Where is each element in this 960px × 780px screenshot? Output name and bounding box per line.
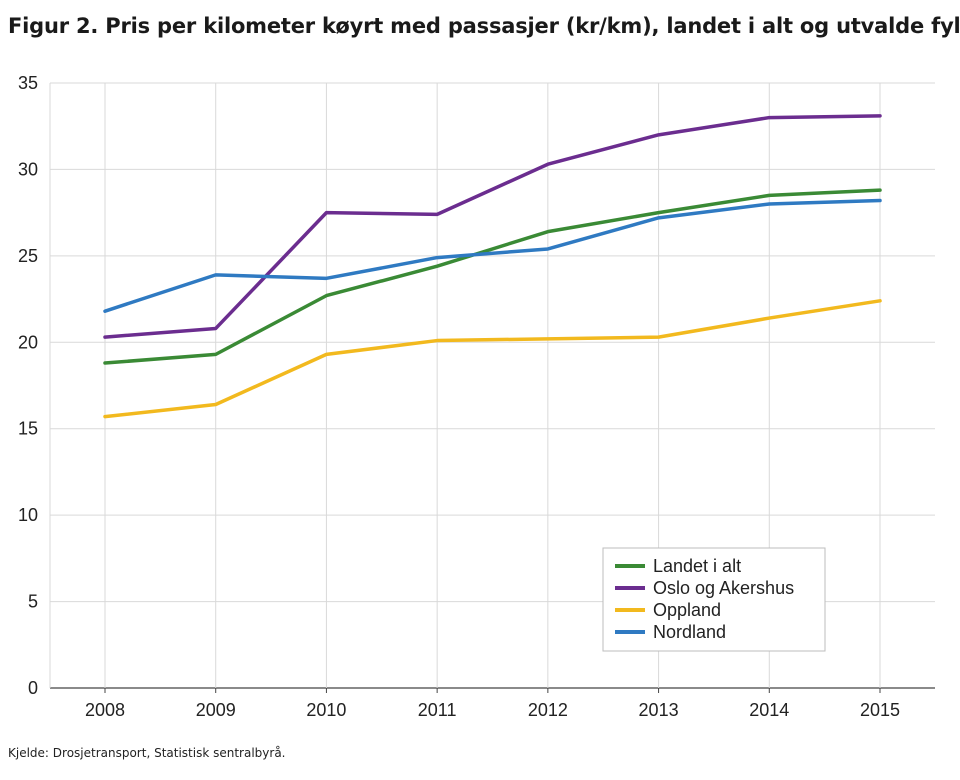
x-tick-label: 2015 bbox=[860, 700, 900, 720]
legend-label: Landet i alt bbox=[653, 556, 741, 576]
y-tick-label: 10 bbox=[18, 505, 38, 525]
x-tick-label: 2010 bbox=[306, 700, 346, 720]
legend-label: Nordland bbox=[653, 622, 726, 642]
x-tick-label: 2013 bbox=[639, 700, 679, 720]
series-line-oslo-og-akershus bbox=[103, 114, 882, 339]
y-tick-label: 30 bbox=[18, 159, 38, 179]
series-line-oppland bbox=[103, 299, 882, 419]
series-lines bbox=[103, 114, 882, 419]
x-tick-label: 2014 bbox=[749, 700, 789, 720]
y-axis-ticks: 0 5 10 15 20 25 30 35 bbox=[18, 73, 38, 698]
y-tick-label: 15 bbox=[18, 419, 38, 439]
y-tick-label: 0 bbox=[28, 678, 38, 698]
series-line-nordland bbox=[103, 198, 882, 313]
chart-title: Figur 2. Pris per kilometer køyrt med pa… bbox=[8, 14, 960, 38]
legend-label: Oppland bbox=[653, 600, 721, 620]
source-note: Kjelde: Drosjetransport, Statistisk sent… bbox=[8, 746, 286, 760]
series-line-landet-i-alt bbox=[103, 188, 882, 365]
x-tick-label: 2008 bbox=[85, 700, 125, 720]
x-axis-ticks: 2008 2009 2010 2011 2012 2013 2014 2015 bbox=[85, 688, 900, 720]
legend-label: Oslo og Akershus bbox=[653, 578, 794, 598]
x-tick-label: 2009 bbox=[196, 700, 236, 720]
gridlines bbox=[49, 82, 935, 689]
y-tick-label: 5 bbox=[28, 592, 38, 612]
y-tick-label: 20 bbox=[18, 332, 38, 352]
y-tick-label: 25 bbox=[18, 246, 38, 266]
y-tick-label: 35 bbox=[18, 73, 38, 93]
x-tick-label: 2012 bbox=[528, 700, 568, 720]
x-tick-label: 2011 bbox=[418, 700, 457, 720]
